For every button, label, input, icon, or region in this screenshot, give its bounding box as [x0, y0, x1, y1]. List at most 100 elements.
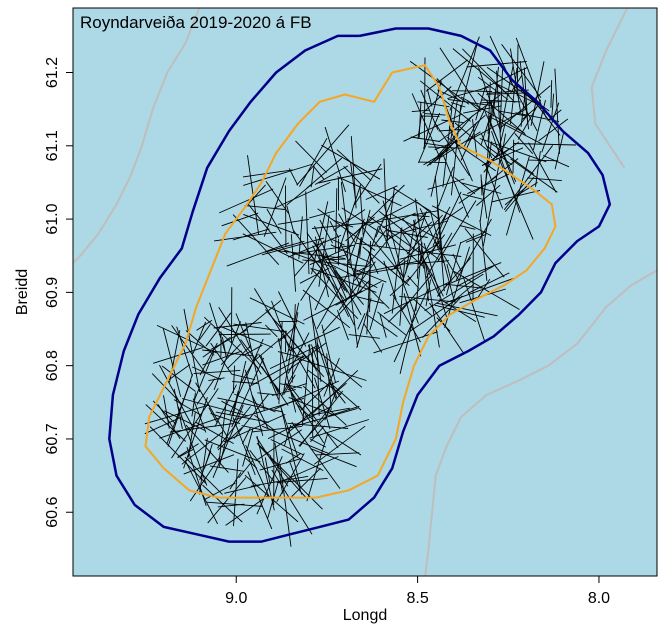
haul-track: [309, 245, 352, 266]
haul-track: [323, 357, 340, 397]
haul-track: [186, 447, 207, 506]
x-tick-label: 8.5: [406, 590, 428, 607]
haul-track: [345, 225, 363, 254]
haul-track: [510, 158, 558, 193]
haul-track: [348, 334, 380, 339]
haul-track: [292, 244, 355, 255]
haul-track: [223, 413, 286, 443]
haul-track: [428, 146, 462, 149]
haul-track: [159, 364, 195, 430]
sea-background: [73, 8, 657, 576]
haul-track: [181, 431, 223, 465]
haul-track: [383, 260, 397, 300]
x-tick-label: 9.0: [225, 590, 247, 607]
haul-track: [305, 191, 310, 275]
haul-track: [284, 424, 292, 446]
haul-track: [368, 199, 418, 226]
haul-track: [266, 208, 282, 234]
haul-track: [231, 357, 265, 428]
haul-track: [335, 188, 338, 253]
haul-track: [504, 185, 528, 206]
haul-track: [341, 207, 388, 238]
haul-track: [274, 181, 331, 209]
haul-track: [205, 312, 232, 347]
haul-track: [287, 382, 308, 391]
haul-track: [202, 350, 242, 366]
haul-track: [416, 250, 462, 257]
haul-track: [354, 259, 422, 275]
haul-track: [303, 290, 363, 321]
haul-track: [503, 141, 520, 154]
haul-track: [199, 342, 218, 376]
haul-track: [285, 302, 300, 362]
haul-track: [285, 382, 325, 444]
haul-track: [425, 279, 432, 307]
haul-track: [452, 90, 493, 92]
x-tick-label: 8.0: [588, 590, 610, 607]
haul-track: [314, 165, 349, 185]
haul-track: [321, 144, 381, 180]
outer-depth-contour: [108, 27, 612, 543]
haul-track: [391, 227, 403, 314]
haul-track: [198, 323, 211, 341]
haul-track: [261, 425, 330, 455]
haul-track: [163, 395, 170, 429]
haul-track: [144, 416, 182, 435]
haul-track: [277, 218, 309, 225]
haul-track: [382, 200, 405, 283]
y-axis-title: Breidd: [14, 269, 31, 315]
haul-track: [462, 48, 516, 104]
haul-track: [168, 364, 191, 380]
haul-track: [286, 183, 313, 206]
haul-track: [316, 337, 320, 416]
haul-track: [448, 126, 473, 182]
haul-track: [462, 275, 486, 343]
haul-track: [350, 136, 357, 209]
haul-track: [245, 322, 265, 411]
haul-track: [448, 283, 475, 306]
haul-track: [538, 118, 569, 142]
haul-track: [413, 219, 425, 269]
haul-track: [281, 448, 324, 471]
haul-track: [167, 373, 194, 447]
haul-track: [365, 185, 398, 200]
haul-track: [176, 326, 193, 377]
haul-track: [278, 327, 295, 343]
haul-track: [265, 180, 289, 214]
haul-track: [434, 139, 461, 151]
haul-track: [477, 279, 491, 298]
haul-track: [475, 87, 486, 121]
haul-track: [484, 111, 517, 182]
haul-track: [169, 423, 234, 433]
haul-track: [391, 259, 409, 271]
haul-track: [451, 102, 466, 108]
haul-track: [233, 393, 270, 439]
haul-track: [255, 429, 302, 462]
haul-track: [409, 60, 470, 105]
haul-track: [309, 438, 327, 448]
haul-track: [183, 308, 201, 393]
haul-track: [412, 214, 430, 218]
haul-track: [209, 465, 245, 472]
haul-track: [221, 212, 259, 227]
haul-track: [373, 331, 438, 354]
haul-track: [514, 133, 534, 154]
grey-depth-contour: [590, 8, 629, 169]
haul-track: [313, 347, 363, 388]
haul-track: [279, 464, 292, 547]
haul-track: [543, 155, 570, 168]
haul-track: [336, 309, 349, 341]
haul-track: [432, 211, 448, 246]
haul-track: [381, 210, 439, 221]
haul-track: [164, 410, 206, 432]
haul-track: [277, 291, 307, 347]
haul-track: [501, 44, 542, 98]
haul-track: [159, 417, 221, 439]
haul-track: [361, 280, 390, 309]
haul-track: [423, 57, 426, 147]
haul-track: [453, 270, 520, 310]
haul-track: [278, 250, 346, 259]
haul-track: [183, 397, 208, 469]
haul-track: [310, 267, 359, 320]
